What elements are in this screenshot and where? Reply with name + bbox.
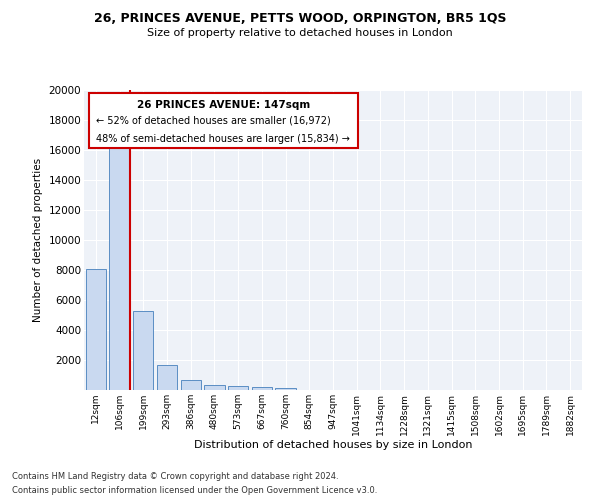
Bar xyxy=(181,380,201,390)
Bar xyxy=(133,310,154,390)
Bar xyxy=(86,268,106,390)
Text: 48% of semi-detached houses are larger (15,834) →: 48% of semi-detached houses are larger (… xyxy=(97,134,350,143)
Bar xyxy=(228,386,248,390)
Bar xyxy=(275,388,296,390)
Text: 26, PRINCES AVENUE, PETTS WOOD, ORPINGTON, BR5 1QS: 26, PRINCES AVENUE, PETTS WOOD, ORPINGTO… xyxy=(94,12,506,26)
Text: ← 52% of detached houses are smaller (16,972): ← 52% of detached houses are smaller (16… xyxy=(97,116,331,126)
Bar xyxy=(252,387,272,390)
X-axis label: Distribution of detached houses by size in London: Distribution of detached houses by size … xyxy=(194,440,472,450)
Text: Size of property relative to detached houses in London: Size of property relative to detached ho… xyxy=(147,28,453,38)
FancyBboxPatch shape xyxy=(89,93,358,148)
Text: Contains public sector information licensed under the Open Government Licence v3: Contains public sector information licen… xyxy=(12,486,377,495)
Bar xyxy=(157,364,177,390)
Bar xyxy=(205,385,224,390)
Text: Contains HM Land Registry data © Crown copyright and database right 2024.: Contains HM Land Registry data © Crown c… xyxy=(12,472,338,481)
Text: 26 PRINCES AVENUE: 147sqm: 26 PRINCES AVENUE: 147sqm xyxy=(137,100,310,110)
Y-axis label: Number of detached properties: Number of detached properties xyxy=(33,158,43,322)
Bar xyxy=(109,142,130,390)
